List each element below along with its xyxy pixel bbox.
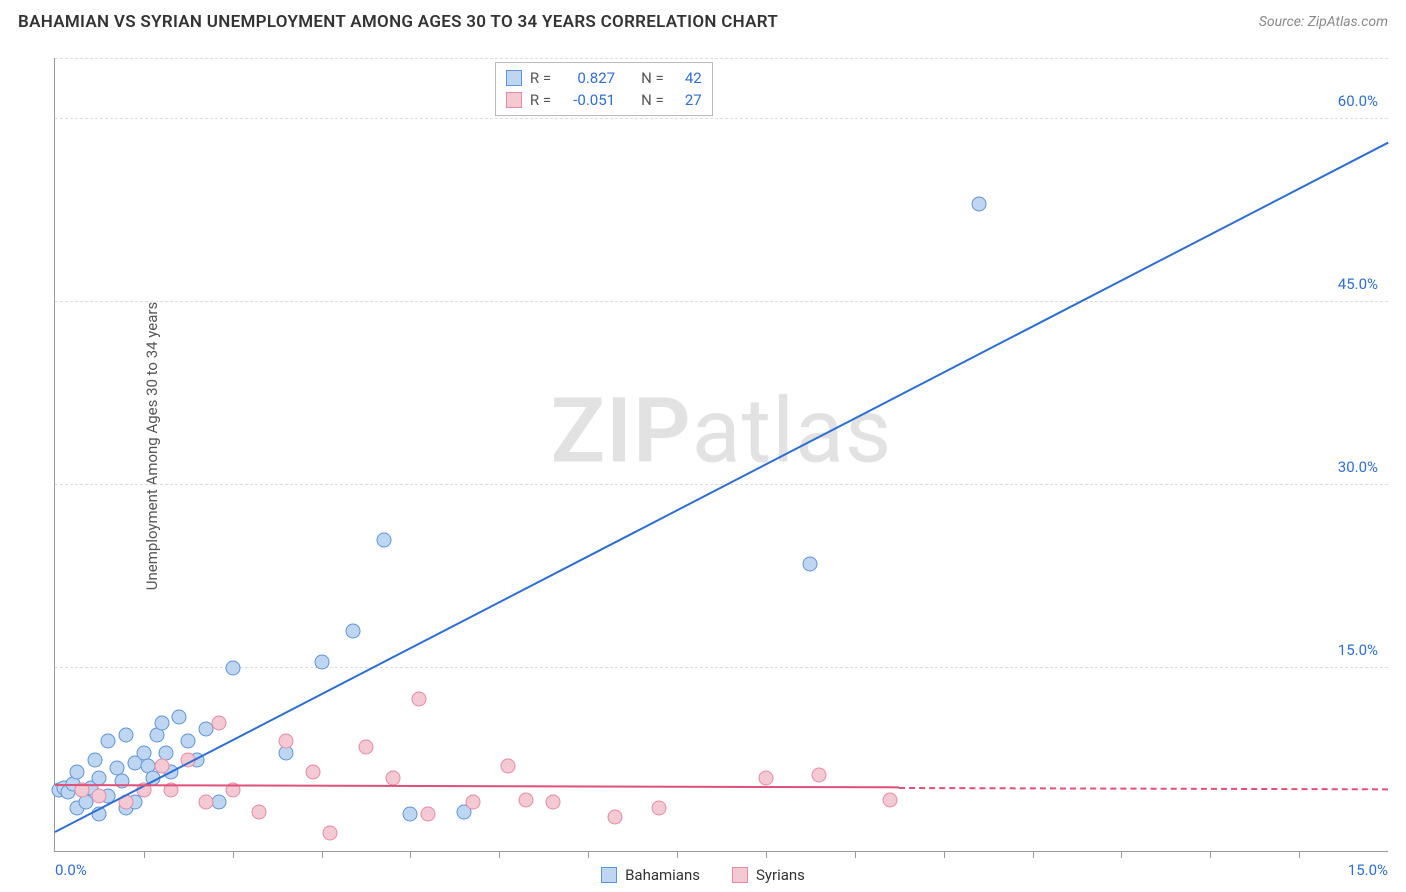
data-point [305, 764, 320, 779]
data-point [87, 752, 102, 767]
chart-legend: Bahamians Syrians [0, 866, 1406, 884]
x-tick [588, 851, 589, 858]
data-point [154, 715, 169, 730]
y-tick-label: 15.0% [1338, 641, 1378, 659]
x-tick [410, 851, 411, 858]
x-tick [499, 851, 500, 858]
stat-n-label: N = [641, 69, 664, 87]
data-point [345, 624, 360, 639]
stat-r-value: 0.827 [559, 69, 615, 87]
legend-label: Bahamians [625, 866, 700, 884]
data-point [70, 764, 85, 779]
data-point [359, 740, 374, 755]
y-tick-label: 60.0% [1338, 92, 1378, 110]
stat-r-label: R = [530, 91, 551, 109]
data-point [972, 197, 987, 212]
data-point [323, 825, 338, 840]
data-point [119, 728, 134, 743]
stats-swatch-icon [506, 92, 522, 108]
data-point [92, 770, 107, 785]
stats-swatch-icon [506, 70, 522, 86]
x-tick [322, 851, 323, 858]
data-point [421, 807, 436, 822]
stat-n-value: 42 [672, 69, 702, 87]
data-point [101, 734, 116, 749]
watermark-text: ZIPatlas [551, 378, 893, 483]
data-point [252, 804, 267, 819]
data-point [812, 768, 827, 783]
legend-item-bahamians: Bahamians [601, 866, 700, 884]
data-point [114, 774, 129, 789]
x-tick [944, 851, 945, 858]
gridline [55, 667, 1388, 668]
chart-title: BAHAMIAN VS SYRIAN UNEMPLOYMENT AMONG AG… [18, 12, 778, 32]
data-point [154, 758, 169, 773]
x-tick [1210, 851, 1211, 858]
y-tick-label: 30.0% [1338, 458, 1378, 476]
stats-row: R = -0.051 N = 27 [506, 89, 702, 111]
legend-label: Syrians [756, 866, 805, 884]
data-point [212, 715, 227, 730]
data-point [212, 795, 227, 810]
x-tick [766, 851, 767, 858]
trend-line [55, 142, 1389, 833]
trend-line [55, 784, 899, 788]
stats-box: R = 0.827 N = 42 R = -0.051 N = 27 [495, 62, 713, 116]
legend-swatch-icon [601, 867, 617, 883]
x-tick [144, 851, 145, 858]
data-point [758, 770, 773, 785]
data-point [652, 801, 667, 816]
x-tick [855, 851, 856, 858]
stats-row: R = 0.827 N = 42 [506, 67, 702, 89]
data-point [412, 691, 427, 706]
stat-r-value: -0.051 [559, 91, 615, 109]
data-point [92, 807, 107, 822]
data-point [376, 532, 391, 547]
trend-line [899, 787, 1388, 790]
data-point [465, 795, 480, 810]
data-point [74, 783, 89, 798]
data-point [545, 795, 560, 810]
gridline [55, 301, 1388, 302]
data-point [181, 752, 196, 767]
x-tick [233, 851, 234, 858]
data-point [607, 809, 622, 824]
x-tick [1121, 851, 1122, 858]
data-point [385, 770, 400, 785]
source-attribution: Source: ZipAtlas.com [1259, 14, 1388, 30]
data-point [181, 734, 196, 749]
stat-n-value: 27 [672, 91, 702, 109]
data-point [225, 661, 240, 676]
legend-swatch-icon [732, 867, 748, 883]
x-tick [1033, 851, 1034, 858]
x-tick [1299, 851, 1300, 858]
data-point [163, 783, 178, 798]
data-point [119, 795, 134, 810]
data-point [136, 783, 151, 798]
gridline [55, 118, 1388, 119]
data-point [883, 792, 898, 807]
gridline [55, 484, 1388, 485]
data-point [92, 789, 107, 804]
data-point [518, 792, 533, 807]
data-point [803, 557, 818, 572]
x-tick [677, 851, 678, 858]
data-point [314, 654, 329, 669]
data-point [172, 709, 187, 724]
chart-header: BAHAMIAN VS SYRIAN UNEMPLOYMENT AMONG AG… [0, 0, 1406, 38]
stat-n-label: N = [641, 91, 664, 109]
data-point [225, 783, 240, 798]
data-point [199, 795, 214, 810]
data-point [501, 758, 516, 773]
legend-item-syrians: Syrians [732, 866, 805, 884]
data-point [279, 734, 294, 749]
scatter-chart: ZIPatlas 15.0%30.0%45.0%60.0%0.0%15.0%R … [54, 58, 1388, 852]
stat-r-label: R = [530, 69, 551, 87]
y-tick-label: 45.0% [1338, 275, 1378, 293]
data-point [403, 807, 418, 822]
